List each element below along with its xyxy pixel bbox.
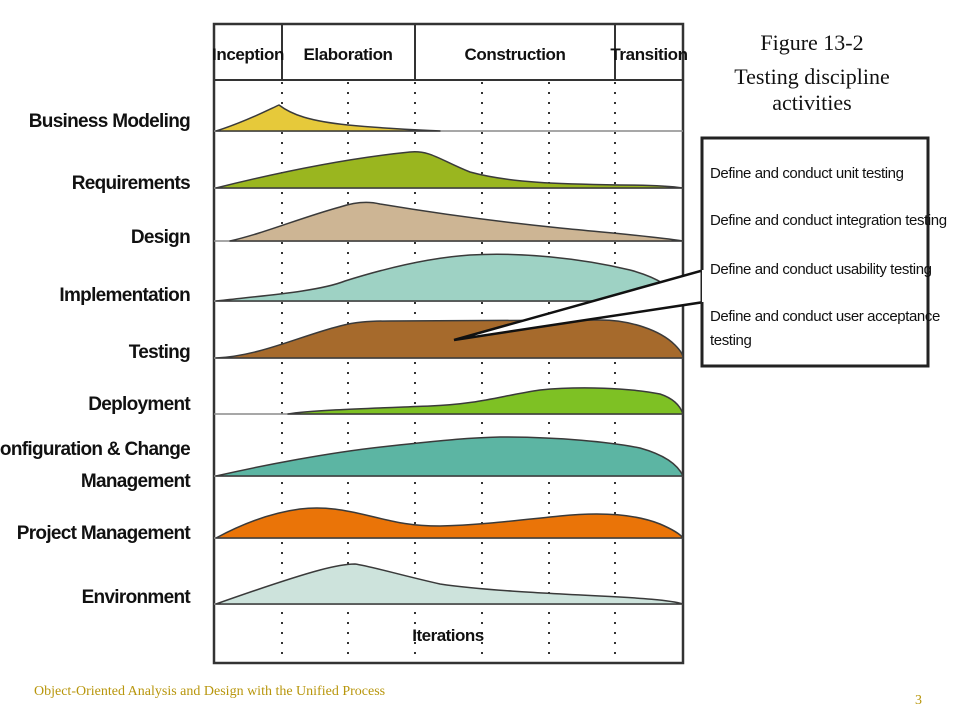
callout-box: Define and conduct unit testing Define a… <box>700 136 947 368</box>
iteration-separators <box>281 82 616 662</box>
business-modeling-curve <box>215 104 441 132</box>
implementation-curve <box>215 253 684 302</box>
callout-item-user-acceptance: Define and conduct user acceptance <box>710 308 940 325</box>
label-project-management: Project Management <box>17 523 192 544</box>
phase-header: Inception Elaboration Construction Trans… <box>212 24 688 81</box>
figure-title: Figure 13-2 Testing discipline activitie… <box>734 30 890 115</box>
requirements-curve <box>215 151 684 189</box>
figure-title-line2: activities <box>772 90 851 115</box>
label-deployment: Deployment <box>88 394 191 415</box>
phase-construction: Construction <box>465 45 566 64</box>
callout-item-usability-testing: Define and conduct usability testing <box>710 261 932 278</box>
callout-frame <box>700 136 930 368</box>
footer-page-number: 3 <box>915 693 922 708</box>
design-curve <box>229 201 684 242</box>
label-environment: Environment <box>82 587 192 608</box>
discipline-labels: Business Modeling Requirements Design Im… <box>0 111 192 608</box>
environment-curve <box>215 563 684 605</box>
figure-title-line1: Testing discipline <box>734 64 890 89</box>
phase-inception: Inception <box>212 45 284 64</box>
callout-item-unit-testing: Define and conduct unit testing <box>710 165 904 182</box>
project-management-curve <box>215 507 684 539</box>
label-configuration-change: Configuration & Change <box>0 439 190 460</box>
label-requirements: Requirements <box>72 173 190 194</box>
label-design: Design <box>131 227 190 248</box>
discipline-curves <box>215 104 684 605</box>
iterations-label: Iterations <box>412 626 484 645</box>
phase-transition: Transition <box>610 45 687 64</box>
configuration-change-management-curve <box>215 436 684 477</box>
deployment-curve <box>287 387 684 415</box>
figure-number: Figure 13-2 <box>760 30 863 55</box>
callout-item-integration-testing: Define and conduct integration testing <box>710 212 947 229</box>
label-testing: Testing <box>129 342 190 363</box>
testing-curve <box>215 319 684 359</box>
label-management: Management <box>81 471 192 492</box>
label-implementation: Implementation <box>59 285 190 306</box>
callout-item-user-acceptance-cont: testing <box>710 332 751 349</box>
phase-elaboration: Elaboration <box>303 45 392 64</box>
label-business-modeling: Business Modeling <box>29 111 190 132</box>
footer-source: Object-Oriented Analysis and Design with… <box>34 684 385 699</box>
